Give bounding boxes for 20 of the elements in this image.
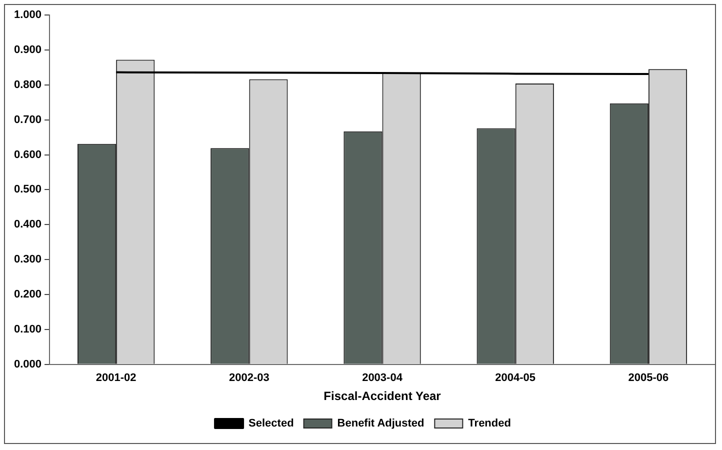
legend-label: Selected — [248, 418, 294, 430]
legend-label: Benefit Adjusted — [337, 418, 424, 430]
x-tick-label: 2005-06 — [628, 372, 669, 384]
y-tick-label: 0.400 — [14, 218, 42, 231]
legend-label: Trended — [468, 418, 511, 430]
x-tick-label: 2004-05 — [495, 372, 536, 384]
y-tick-label: 0.200 — [14, 288, 42, 301]
y-tick-label: 0.900 — [14, 44, 42, 56]
y-tick-label: 0.500 — [14, 184, 42, 196]
y-tick-label: 0.700 — [14, 114, 42, 126]
x-tick-label: 2001-02 — [96, 372, 136, 384]
y-tick-label: 0.300 — [14, 254, 42, 266]
y-tick-label: 0.800 — [14, 78, 42, 91]
y-tick-label: 0.100 — [14, 323, 42, 336]
x-tick-label: 2002-03 — [228, 372, 270, 384]
y-tick-label: 0.600 — [14, 148, 42, 161]
y-tick-label: 0.000 — [14, 358, 42, 370]
x-tick-label: 2003-04 — [362, 372, 404, 384]
x-axis-title: Fiscal-Accident Year — [324, 389, 442, 404]
y-tick-label: 1.000 — [14, 9, 42, 22]
